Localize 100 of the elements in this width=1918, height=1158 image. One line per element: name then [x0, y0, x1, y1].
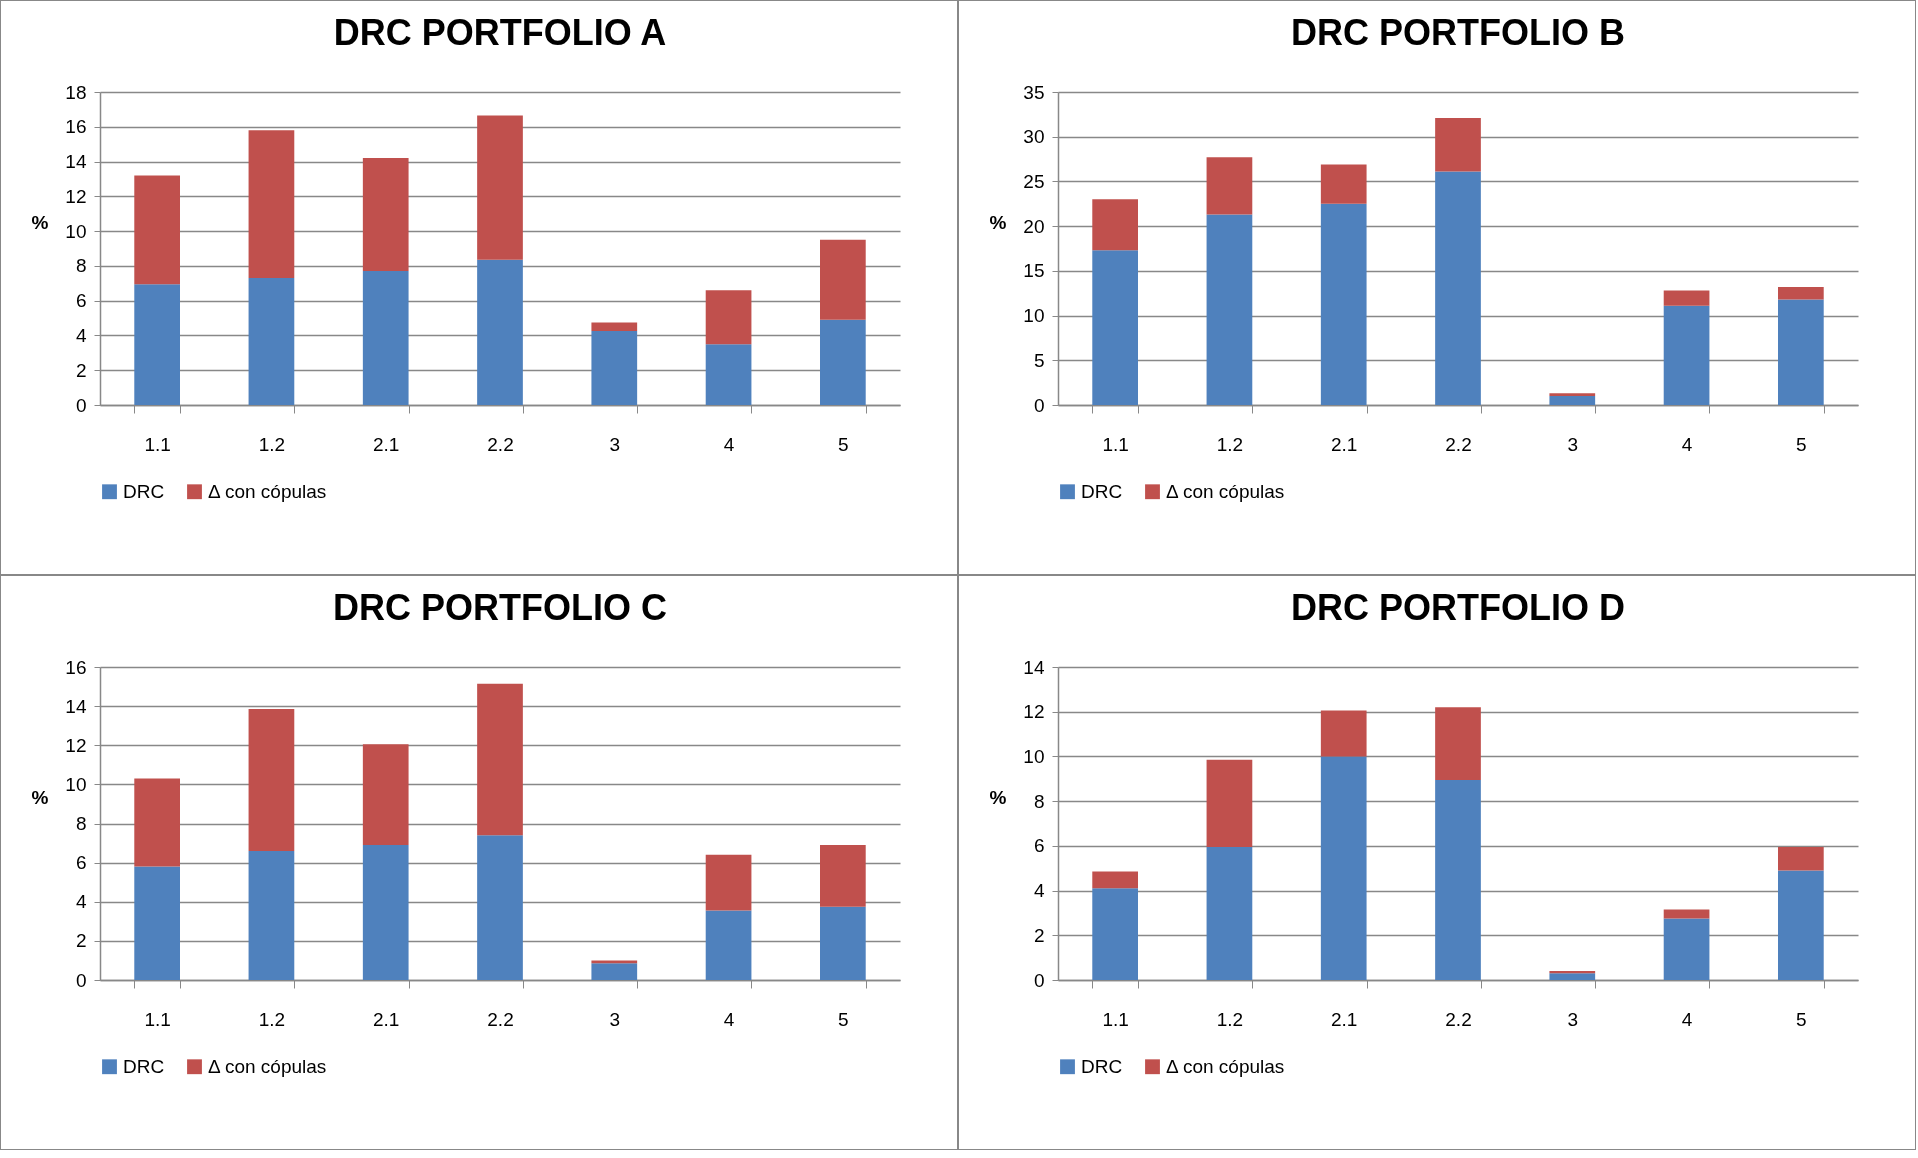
legend-label: DRC	[123, 480, 165, 502]
y-tick-label: 6	[75, 852, 87, 874]
bar	[1435, 779, 1481, 980]
bar	[134, 175, 180, 285]
legend-label: Δ con cópulas	[208, 1055, 327, 1077]
bar	[248, 709, 295, 851]
x-tick-label: 2.2	[487, 1008, 514, 1030]
y-tick-label: 10	[65, 220, 87, 242]
bar	[362, 845, 409, 980]
bar	[820, 906, 866, 980]
bar	[477, 835, 523, 980]
legend-label: DRC	[123, 1055, 165, 1077]
y-tick-label: 16	[65, 656, 87, 678]
bar	[1663, 918, 1710, 980]
bar	[1663, 909, 1710, 919]
y-tick-label: 15	[1023, 260, 1045, 282]
x-tick-label: 3	[609, 1008, 621, 1030]
x-tick-label: 5	[1796, 433, 1807, 455]
y-tick-label: 2	[1033, 924, 1045, 946]
bar	[820, 319, 866, 405]
x-tick-label: 2.2	[487, 433, 514, 455]
bar	[362, 158, 409, 272]
bar	[1320, 710, 1367, 757]
bar	[820, 845, 866, 907]
bar	[134, 778, 180, 867]
y-tick-label: 0	[1033, 394, 1045, 416]
chart-title: DRC PORTFOLIO C	[333, 587, 667, 628]
x-tick-label: 1.1	[144, 433, 171, 455]
x-tick-label: 1.1	[144, 1008, 171, 1030]
y-axis-title: %	[989, 786, 1007, 808]
bar	[1663, 290, 1710, 306]
y-tick-label: 8	[75, 255, 87, 277]
y-tick-label: 2	[75, 359, 87, 381]
legend-label: Δ con cópulas	[1166, 480, 1285, 502]
bar	[1320, 164, 1367, 204]
bar	[1206, 214, 1253, 405]
x-tick-label: 4	[1681, 433, 1693, 455]
y-tick-label: 12	[1023, 701, 1045, 723]
bar	[134, 866, 180, 980]
x-tick-label: 1.2	[258, 1008, 286, 1030]
bar	[591, 963, 638, 980]
y-tick-label: 5	[1033, 349, 1045, 371]
bar	[705, 910, 752, 980]
y-tick-label: 8	[75, 813, 87, 834]
legend-label: DRC	[1081, 480, 1123, 502]
bar	[477, 259, 523, 405]
x-tick-label: 4	[1681, 1008, 1693, 1030]
legend-label: Δ con cópulas	[208, 480, 327, 502]
bar	[477, 683, 523, 836]
y-tick-label: 18	[65, 81, 87, 103]
bar	[1549, 393, 1596, 397]
x-tick-label: 5	[838, 433, 849, 455]
x-tick-label: 1.1	[1102, 1008, 1129, 1030]
y-tick-label: 0	[75, 394, 87, 416]
y-axis-title: %	[31, 786, 49, 808]
y-tick-label: 35	[1023, 81, 1045, 103]
y-tick-label: 0	[1033, 969, 1045, 991]
bar	[705, 854, 752, 911]
bar	[1549, 973, 1596, 980]
bar	[1092, 888, 1138, 980]
x-tick-label: 4	[723, 433, 735, 455]
x-tick-label: 3	[1567, 1008, 1579, 1030]
y-tick-label: 12	[65, 185, 87, 207]
bar	[1435, 171, 1481, 405]
bar	[248, 278, 295, 405]
bar	[1092, 250, 1138, 405]
y-tick-label: 4	[75, 324, 87, 346]
y-tick-label: 6	[1033, 835, 1045, 857]
y-axis-title: %	[989, 211, 1007, 233]
bar	[1092, 199, 1138, 251]
bar	[705, 290, 752, 345]
y-tick-label: 4	[75, 891, 87, 913]
bar	[1206, 759, 1253, 847]
y-tick-label: 0	[75, 969, 87, 991]
y-tick-label: 10	[1023, 745, 1045, 767]
x-tick-label: 5	[1796, 1008, 1807, 1030]
y-tick-label: 14	[65, 151, 87, 173]
x-tick-label: 1.2	[1216, 433, 1244, 455]
y-tick-label: 12	[65, 734, 87, 756]
x-tick-label: 2.2	[1445, 433, 1472, 455]
bar	[362, 744, 409, 846]
y-tick-label: 20	[1023, 215, 1045, 237]
bar	[1435, 117, 1481, 172]
x-tick-label: 3	[1567, 433, 1579, 455]
bar	[591, 331, 638, 405]
bar	[1092, 871, 1138, 889]
bar	[1549, 971, 1596, 974]
y-tick-label: 4	[1033, 880, 1045, 902]
bar	[1435, 707, 1481, 780]
legend-label: DRC	[1081, 1055, 1123, 1077]
y-tick-label: 6	[75, 290, 87, 312]
y-tick-label: 16	[65, 116, 87, 138]
bar	[1663, 305, 1710, 405]
bar	[134, 284, 180, 405]
x-tick-label: 2.2	[1445, 1008, 1472, 1030]
y-tick-label: 14	[65, 695, 87, 717]
y-tick-label: 10	[65, 773, 87, 795]
y-tick-label: 10	[1023, 305, 1045, 327]
chart-title: DRC PORTFOLIO B	[1291, 12, 1625, 53]
x-tick-label: 1.1	[1102, 433, 1129, 455]
